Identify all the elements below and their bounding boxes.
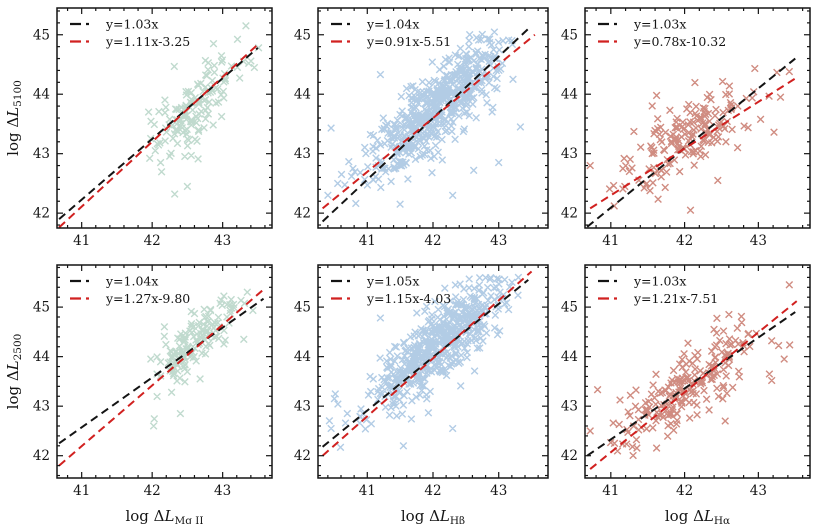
x-tick-label: 41 — [359, 483, 376, 499]
x-tick-label: 41 — [602, 483, 619, 499]
y-tick-label: 44 — [294, 87, 311, 103]
legend: y=1.04x y=0.91x-5.51 — [331, 17, 451, 49]
panel-border — [56, 264, 273, 479]
scatter-points — [144, 22, 263, 198]
panel-bottom-middle: 41 42 43 42 43 44 45 y=1.05x y=1.15x-4.03 — [294, 264, 549, 499]
x-tick-label: 42 — [424, 233, 441, 249]
fit-line-black — [58, 47, 259, 220]
legend-label: y=1.15x-4.03 — [366, 291, 451, 306]
x-tick-label: 43 — [214, 233, 231, 249]
x-tick-label: 41 — [73, 483, 90, 499]
legend-label: y=0.78x-10.32 — [633, 34, 726, 49]
y-tick-label: 43 — [33, 146, 50, 162]
x-tick-label: 42 — [676, 233, 693, 249]
scatter-points — [325, 273, 523, 452]
y-tick-label: 45 — [294, 27, 311, 43]
panel-top-right: 41 42 43 42 43 44 45 y=1.03x y=0.78x-10.32 — [561, 7, 811, 249]
x-tick-label: 43 — [214, 483, 231, 499]
y-tick-label: 45 — [33, 300, 50, 316]
axis-label: log ΔL2500 — [4, 334, 24, 410]
y-tick-label: 43 — [294, 399, 311, 415]
x-tick-label: 42 — [144, 233, 161, 249]
x-tick-label: 42 — [424, 483, 441, 499]
y-tick-label: 45 — [561, 300, 578, 316]
y-tick-label: 42 — [561, 206, 578, 222]
y-tick-label: 43 — [33, 399, 50, 415]
fit-line-red — [589, 76, 798, 210]
fit-line-red — [321, 270, 533, 457]
fit-line-black — [321, 28, 529, 223]
legend-label: y=0.91x-5.51 — [366, 34, 451, 49]
panel-bottom-right: 41 42 43 42 43 44 45 y=1.03x y=1.21x-7.51 — [561, 264, 811, 499]
fit-line-black — [321, 279, 529, 448]
y-tick-label: 44 — [294, 349, 311, 365]
fit-line-red — [321, 33, 536, 210]
legend-label: y=1.03x — [633, 17, 686, 32]
y-tick-label: 44 — [561, 87, 578, 103]
fit-line-black — [586, 57, 796, 228]
y-tick-label: 43 — [561, 399, 578, 415]
legend-label: y=1.21x-7.51 — [633, 291, 718, 306]
y-tick-label: 43 — [561, 146, 578, 162]
x-tick-label: 41 — [359, 233, 376, 249]
axis-label: log ΔLHβ — [401, 507, 465, 524]
legend-label: y=1.05x — [366, 274, 419, 289]
panel-border — [584, 7, 811, 229]
ticks — [318, 265, 548, 478]
fit-line-black — [586, 311, 796, 457]
legend: y=1.03x y=1.21x-7.51 — [598, 274, 718, 306]
y-tick-label: 43 — [294, 146, 311, 162]
y-tick-label: 42 — [294, 206, 311, 222]
x-tick-label: 41 — [73, 233, 90, 249]
y-tick-label: 45 — [33, 27, 50, 43]
axis-label: log ΔLMg II — [125, 507, 203, 524]
y-tick-label: 42 — [33, 448, 50, 464]
legend: y=1.05x y=1.15x-4.03 — [331, 274, 451, 306]
y-tick-label: 45 — [561, 27, 578, 43]
y-tick-label: 45 — [294, 300, 311, 316]
axis-label: log ΔLHα — [665, 507, 730, 524]
x-tick-label: 43 — [490, 483, 507, 499]
legend-label: y=1.04x — [366, 17, 419, 32]
legend-label: y=1.11x-3.25 — [105, 34, 190, 49]
legend-label: y=1.03x — [633, 274, 686, 289]
fit-line-red — [58, 287, 266, 467]
x-tick-label: 41 — [602, 233, 619, 249]
fit-line-red — [589, 300, 798, 470]
legend: y=1.03x y=1.11x-3.25 — [70, 17, 190, 49]
panel-top-middle: 41 42 43 42 43 44 45 y=1.04x y=0.91x-5.51 — [294, 7, 549, 249]
panel-bottom-left: 41 42 43 42 43 44 45 y=1.04x y=1.27x-9.80 — [33, 264, 273, 499]
legend-label: y=1.03x — [105, 17, 158, 32]
y-tick-label: 42 — [561, 448, 578, 464]
y-tick-label: 42 — [33, 206, 50, 222]
x-tick-label: 43 — [490, 233, 507, 249]
panel-border — [317, 7, 549, 229]
legend-label: y=1.04x — [105, 274, 158, 289]
legend: y=1.03x y=0.78x-10.32 — [598, 17, 726, 49]
panel-border — [584, 264, 811, 479]
legend-label: y=1.27x-9.80 — [105, 291, 190, 306]
panel-border — [56, 7, 273, 229]
y-tick-label: 42 — [294, 448, 311, 464]
fit-line-black — [58, 297, 265, 445]
x-tick-label: 42 — [144, 483, 161, 499]
scatter-points — [324, 28, 525, 208]
x-tick-label: 43 — [750, 483, 767, 499]
y-tick-label: 44 — [33, 87, 50, 103]
fit-line-red — [58, 42, 260, 229]
y-tick-label: 44 — [561, 349, 578, 365]
axis-label: log ΔL5100 — [4, 80, 24, 156]
legend: y=1.04x y=1.27x-9.80 — [70, 274, 190, 306]
panel-border — [317, 264, 549, 479]
x-tick-label: 43 — [750, 233, 767, 249]
y-tick-label: 44 — [33, 349, 50, 365]
ticks — [585, 265, 810, 478]
x-tick-label: 42 — [676, 483, 693, 499]
panel-top-left: 41 42 43 42 43 44 45 y=1.03x y=1.11x-3.25 — [33, 7, 273, 249]
scatter-points — [586, 281, 794, 460]
